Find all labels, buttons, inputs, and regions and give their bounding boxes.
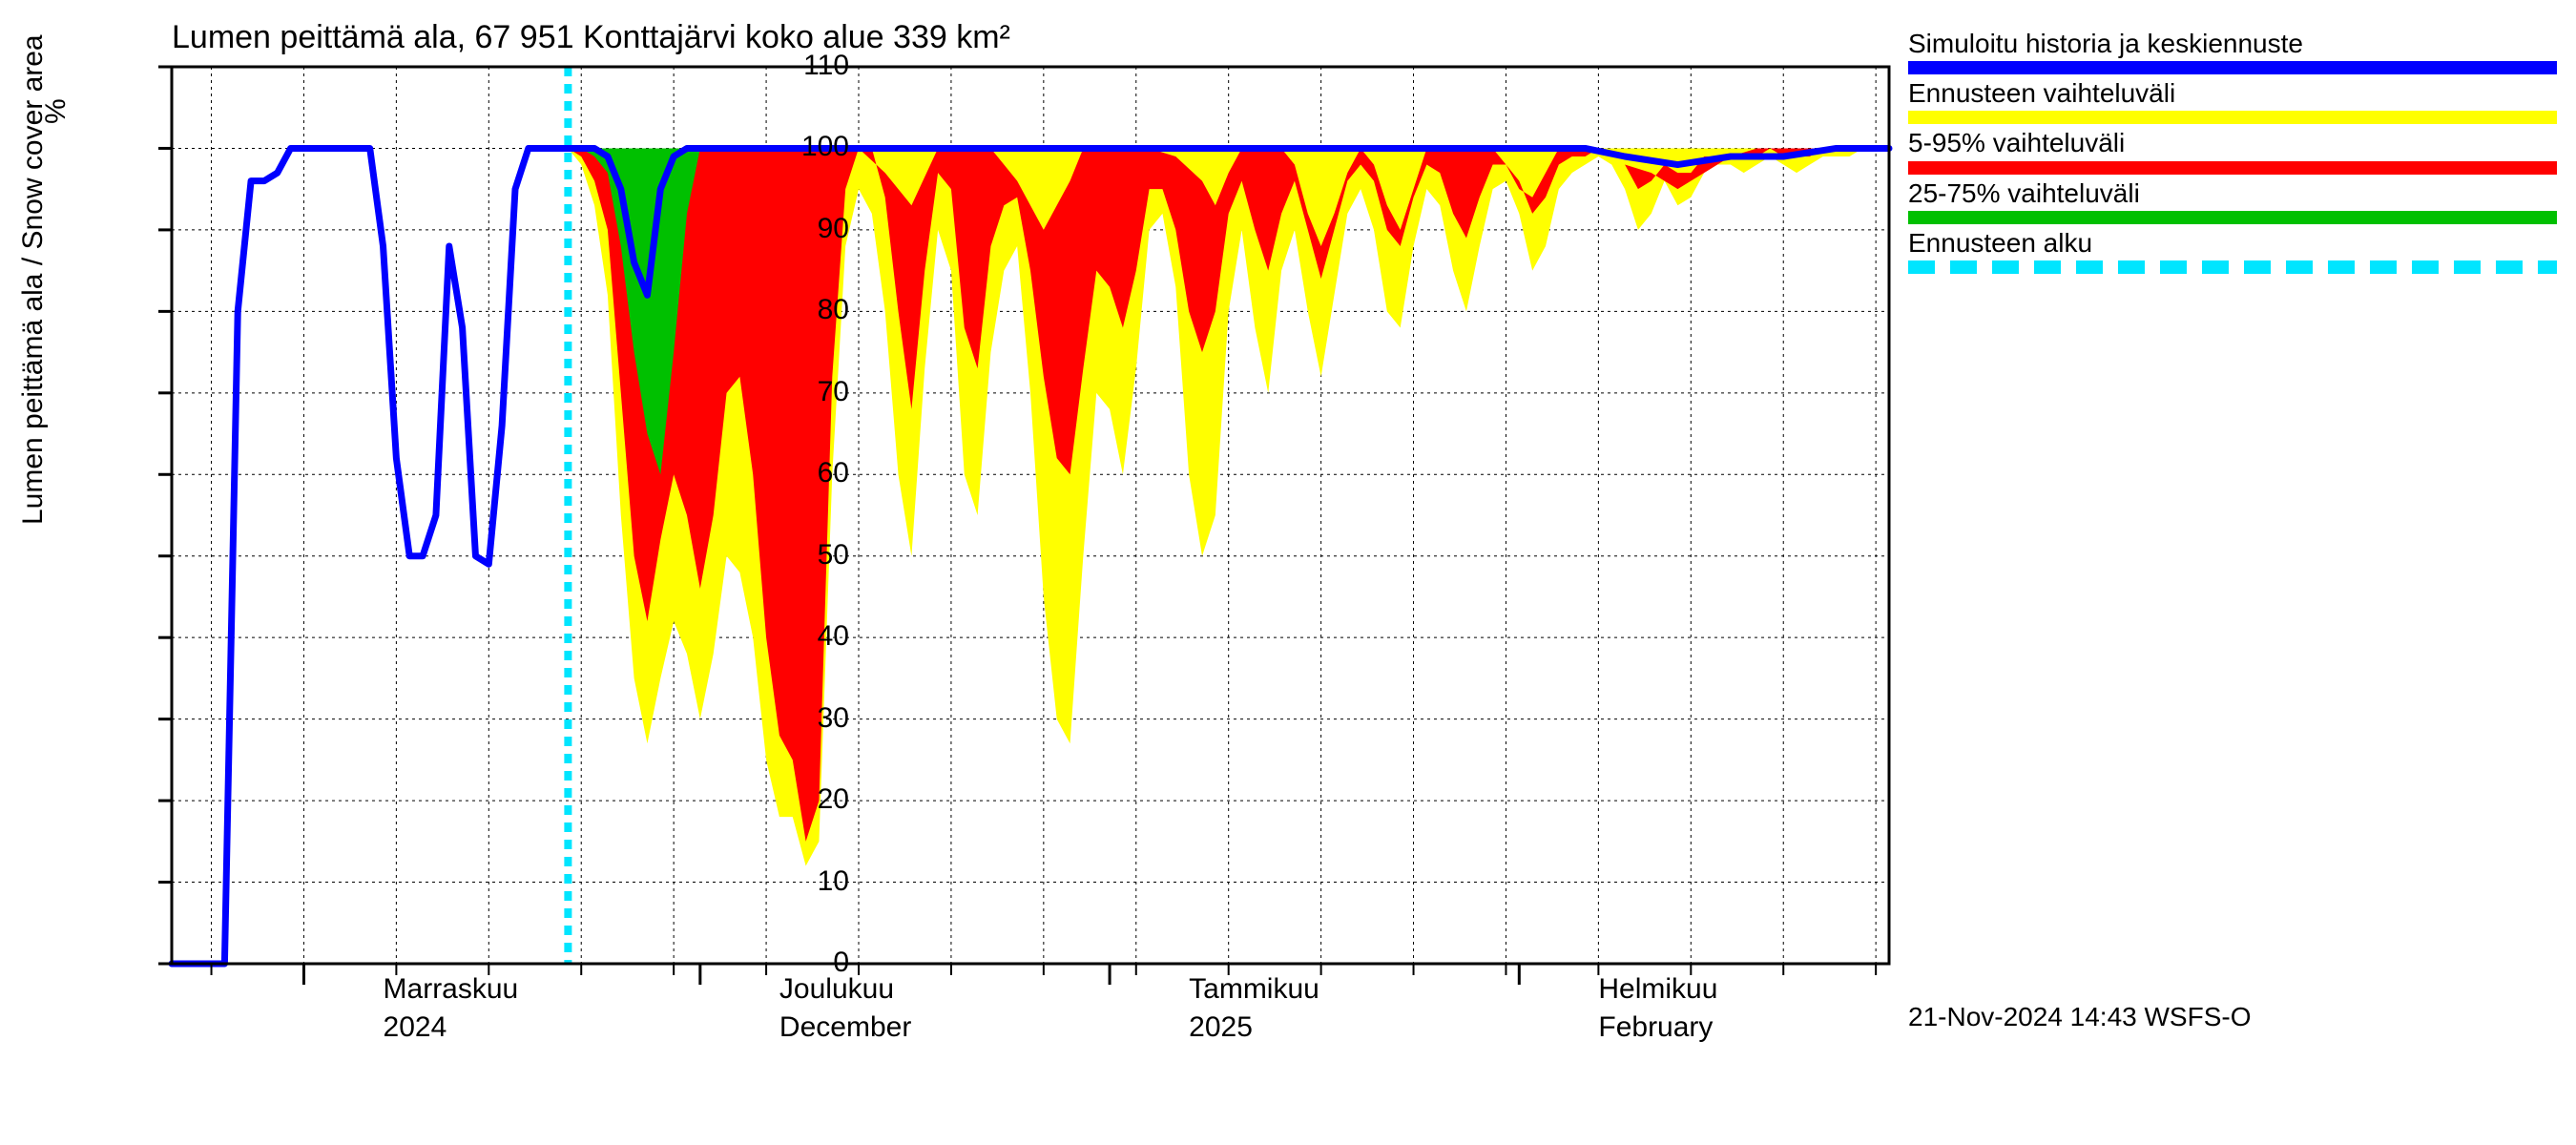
- legend-swatch: [1908, 260, 2557, 274]
- x-month-label-top: Marraskuu: [384, 973, 519, 1006]
- y-tick-label: 110: [773, 50, 849, 82]
- legend-item: Ennusteen vaihteluväli: [1908, 78, 2557, 124]
- x-month-label-top: Tammikuu: [1189, 973, 1319, 1006]
- y-tick-label: 50: [773, 539, 849, 572]
- x-month-label-bottom: 2025: [1189, 1011, 1253, 1044]
- legend-label: Ennusteen alku: [1908, 228, 2557, 259]
- legend-swatch: [1908, 111, 2557, 124]
- y-tick-label: 90: [773, 213, 849, 245]
- y-tick-label: 30: [773, 702, 849, 735]
- chart-title: Lumen peittämä ala, 67 951 Konttajärvi k…: [172, 19, 1010, 56]
- chart-svg: [172, 67, 1889, 964]
- legend-label: Simuloitu historia ja keskiennuste: [1908, 29, 2557, 59]
- legend-label: Ennusteen vaihteluväli: [1908, 78, 2557, 109]
- legend-item: Ennusteen alku: [1908, 228, 2557, 274]
- legend-swatch: [1908, 61, 2557, 74]
- y-tick-label: 80: [773, 294, 849, 326]
- y-axis-unit: %: [40, 98, 73, 124]
- plot-area: [172, 67, 1889, 964]
- x-month-label-top: Joulukuu: [779, 973, 894, 1006]
- y-tick-label: 60: [773, 457, 849, 489]
- legend-item: 25-75% vaihteluväli: [1908, 178, 2557, 224]
- legend-item: 5-95% vaihteluväli: [1908, 128, 2557, 174]
- x-month-label-top: Helmikuu: [1598, 973, 1717, 1006]
- y-tick-label: 10: [773, 865, 849, 898]
- timestamp: 21-Nov-2024 14:43 WSFS-O: [1908, 1002, 2252, 1032]
- legend: Simuloitu historia ja keskiennuste Ennust…: [1908, 29, 2557, 278]
- chart-page: Lumen peittämä ala, 67 951 Konttajärvi k…: [0, 0, 2576, 1145]
- y-tick-label: 70: [773, 376, 849, 408]
- legend-swatch: [1908, 211, 2557, 224]
- legend-label: 5-95% vaihteluväli: [1908, 128, 2557, 158]
- x-month-label-bottom: 2024: [384, 1011, 447, 1044]
- x-month-label-bottom: February: [1598, 1011, 1713, 1044]
- legend-item: Simuloitu historia ja keskiennuste: [1908, 29, 2557, 74]
- legend-swatch: [1908, 161, 2557, 175]
- y-tick-label: 40: [773, 620, 849, 653]
- y-tick-label: 100: [773, 131, 849, 163]
- legend-label: 25-75% vaihteluväli: [1908, 178, 2557, 209]
- x-month-label-bottom: December: [779, 1011, 911, 1044]
- y-tick-label: 20: [773, 783, 849, 816]
